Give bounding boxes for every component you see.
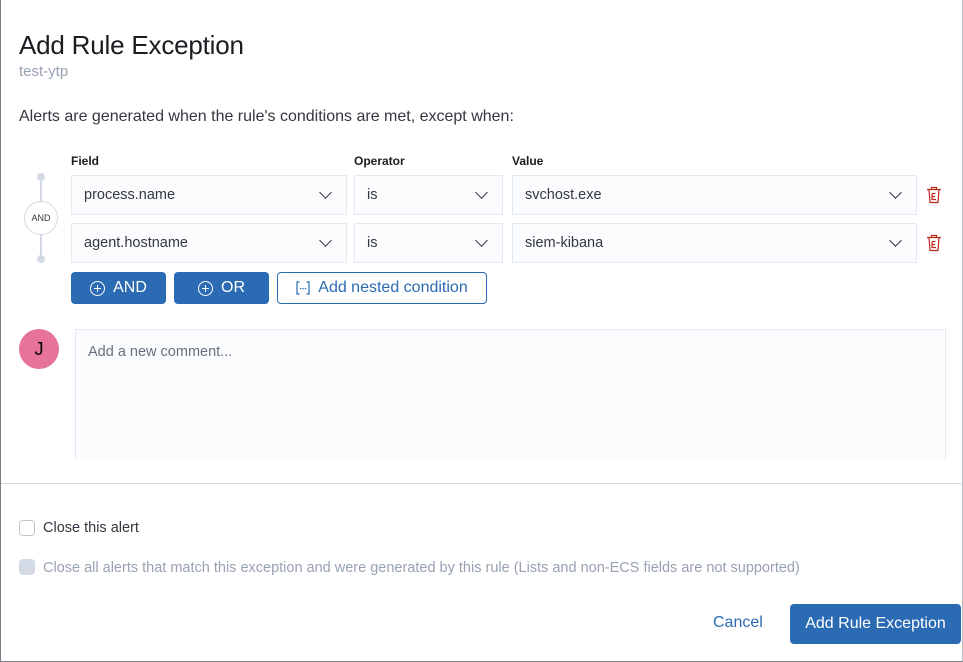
and-badge: AND bbox=[24, 201, 58, 235]
value-header: Value bbox=[512, 154, 544, 168]
nested-bracket-icon bbox=[296, 281, 310, 295]
operator-select[interactable]: is bbox=[354, 175, 503, 215]
field-select[interactable]: agent.hostname bbox=[71, 223, 347, 263]
value-select[interactable]: svchost.exe bbox=[512, 175, 917, 215]
chevron-down-icon bbox=[319, 234, 332, 247]
connector-dot bbox=[37, 173, 45, 181]
description: Alerts are generated when the rule's con… bbox=[19, 108, 514, 125]
plus-circle-icon bbox=[198, 280, 213, 296]
close-alert-checkbox[interactable] bbox=[19, 520, 35, 536]
field-header: Field bbox=[71, 154, 100, 168]
field-value: agent.hostname bbox=[84, 235, 188, 251]
field-value: process.name bbox=[84, 187, 176, 203]
close-all-alerts-label: Close all alerts that match this excepti… bbox=[43, 560, 800, 576]
trash-icon[interactable] bbox=[926, 186, 942, 204]
rule-name: test-ytp bbox=[19, 63, 69, 80]
cancel-button[interactable]: Cancel bbox=[713, 614, 763, 631]
chevron-down-icon bbox=[475, 186, 488, 199]
chevron-down-icon bbox=[889, 186, 902, 199]
and-label: AND bbox=[113, 279, 147, 296]
close-alert-label[interactable]: Close this alert bbox=[43, 520, 139, 536]
value-select[interactable]: siem-kibana bbox=[512, 223, 917, 263]
chevron-down-icon bbox=[319, 186, 332, 199]
divider bbox=[1, 483, 962, 484]
value-value: siem-kibana bbox=[525, 235, 604, 251]
operator-value: is bbox=[367, 187, 378, 203]
add-and-button[interactable]: AND bbox=[71, 272, 166, 304]
chevron-down-icon bbox=[889, 234, 902, 247]
or-label: OR bbox=[221, 279, 245, 296]
plus-circle-icon bbox=[90, 280, 106, 296]
avatar: J bbox=[19, 329, 59, 369]
chevron-down-icon bbox=[475, 234, 488, 247]
close-all-alerts-checkbox bbox=[19, 559, 35, 575]
body-clip bbox=[1, 459, 962, 483]
add-nested-condition-button[interactable]: Add nested condition bbox=[277, 272, 487, 304]
trash-icon[interactable] bbox=[926, 234, 942, 252]
operator-select[interactable]: is bbox=[354, 223, 503, 263]
field-select[interactable]: process.name bbox=[71, 175, 347, 215]
modal-title: Add Rule Exception bbox=[19, 30, 244, 60]
operator-value: is bbox=[367, 235, 378, 251]
nested-label: Add nested condition bbox=[318, 279, 468, 296]
add-or-button[interactable]: OR bbox=[174, 272, 269, 304]
value-value: svchost.exe bbox=[525, 187, 602, 203]
operator-header: Operator bbox=[354, 154, 405, 168]
connector-dot bbox=[37, 255, 45, 263]
comment-placeholder: Add a new comment... bbox=[88, 344, 233, 360]
comment-textarea[interactable]: Add a new comment... bbox=[75, 329, 946, 469]
add-rule-exception-button[interactable]: Add Rule Exception bbox=[790, 604, 961, 644]
